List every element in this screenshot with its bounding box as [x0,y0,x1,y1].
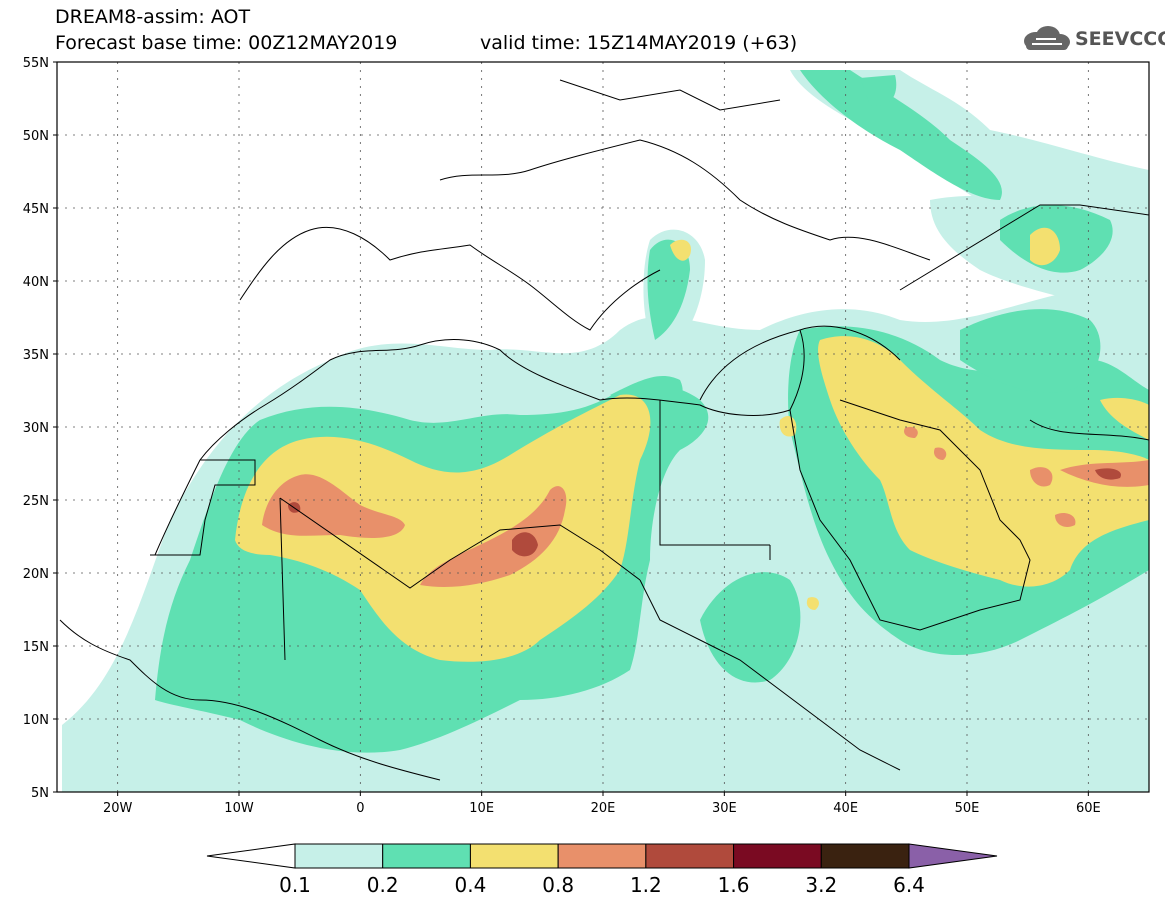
aot-field [57,62,1149,792]
latitude-label: 20N [23,567,49,582]
longitude-label: 40E [833,801,858,816]
longitude-label: 10E [469,801,494,816]
colorbar-segment [382,843,471,869]
longitude-label: 60E [1076,801,1101,816]
colorbar-segment [733,843,822,869]
colorbar-label: 0.1 [279,873,311,897]
longitude-label: 0 [356,801,364,816]
colorbar-segment [557,843,647,869]
latitude-label: 40N [23,275,49,290]
colorbar-segment [820,843,910,869]
longitude-label: 20E [591,801,616,816]
latitude-label: 30N [23,421,49,436]
longitude-labels: 20W 10W 0 10E 20E 30E 40E 50E 60E [103,792,1101,816]
latitude-label: 45N [23,202,49,217]
colorbar-segment [645,843,735,869]
aot-band-1.2 [288,468,1121,557]
colorbar-label: 3.2 [805,873,837,897]
logo-text: SEEVCCC [1075,28,1165,50]
colorbar-label: 0.4 [455,873,487,897]
colorbar-high-arrow [908,843,998,869]
colorbar-label: 0.8 [542,873,574,897]
map-title: DREAM8-assim: AOT [55,6,251,28]
graticule [57,62,1149,792]
colorbar-label: 1.6 [718,873,750,897]
colorbar-label: 6.4 [893,873,925,897]
longitude-label: 20W [103,801,133,816]
longitude-label: 10W [224,801,254,816]
forecast-base-time: Forecast base time: 00Z12MAY2019 [55,32,398,54]
colorbar-label: 1.2 [630,873,662,897]
latitude-label: 55N [23,56,49,71]
longitude-label: 30E [712,801,737,816]
latitude-label: 50N [23,129,49,144]
colorbar: 0.1 0.2 0.4 0.8 1.2 1.6 3.2 6.4 [206,843,998,897]
latitude-label: 10N [23,713,49,728]
colorbar-label: 0.2 [367,873,399,897]
latitude-labels: 55N 50N 45N 40N 35N 30N 25N 20N 15N 10N 5N [23,56,57,801]
colorbar-low-arrow [206,843,296,869]
latitude-label: 35N [23,348,49,363]
cloud-icon [1024,26,1070,50]
latitude-label: 15N [23,640,49,655]
valid-time: valid time: 15Z14MAY2019 (+63) [480,32,798,54]
coastlines [59,79,1149,781]
latitude-label: 25N [23,494,49,509]
colorbar-segment [294,843,384,869]
colorbar-segment [469,843,559,869]
longitude-label: 50E [955,801,980,816]
latitude-label: 5N [31,786,49,801]
